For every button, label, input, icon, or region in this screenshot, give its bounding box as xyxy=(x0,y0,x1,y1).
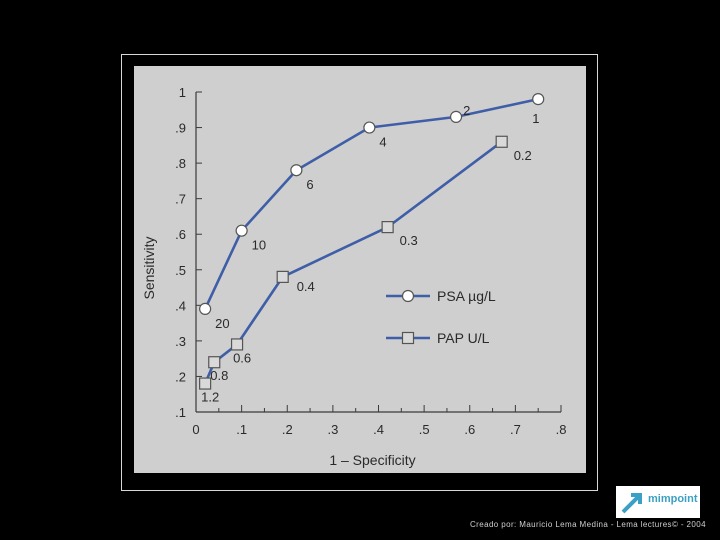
x-tick-label: .8 xyxy=(556,422,567,437)
y-tick-label: .4 xyxy=(175,298,186,313)
data-point-pap xyxy=(381,221,394,234)
y-tick-label: .5 xyxy=(175,263,186,278)
point-label: 10 xyxy=(252,238,266,253)
point-label: 0.8 xyxy=(210,368,228,383)
point-label: 6 xyxy=(306,177,313,192)
mimpoint-logo: mimpoint xyxy=(616,486,700,518)
point-label: 0.6 xyxy=(233,350,251,365)
point-label: 4 xyxy=(379,135,386,150)
x-tick-label: .2 xyxy=(282,422,293,437)
series-line-psa xyxy=(203,97,539,310)
y-tick-label: .2 xyxy=(175,369,186,384)
point-label: 2 xyxy=(463,103,470,118)
x-tick-label: 0 xyxy=(192,422,199,437)
x-axis-title: 1 – Specificity xyxy=(329,452,415,468)
point-label: 0.3 xyxy=(400,233,418,248)
legend-marker-pap xyxy=(401,331,415,345)
y-tick-label: .7 xyxy=(175,192,186,207)
data-point-pap xyxy=(199,377,212,390)
data-point-psa xyxy=(363,121,376,134)
logo-mark-icon xyxy=(620,489,646,515)
data-point-pap xyxy=(495,135,508,148)
x-tick-label: .3 xyxy=(327,422,338,437)
x-tick-label: .6 xyxy=(464,422,475,437)
legend-label: PSA µg/L xyxy=(437,288,496,304)
y-tick-label: .3 xyxy=(175,334,186,349)
point-label: 1.2 xyxy=(201,390,219,405)
series-line-pap xyxy=(203,140,503,385)
x-tick-label: .1 xyxy=(236,422,247,437)
y-tick-label: .8 xyxy=(175,156,186,171)
roc-chart: .1.2.3.4.5.6.7.8.910.1.2.3.4.5.6.7.81 – … xyxy=(141,85,567,468)
data-point-pap xyxy=(208,356,221,369)
point-label: 0.4 xyxy=(297,279,315,294)
x-tick-label: .7 xyxy=(510,422,521,437)
data-point-psa xyxy=(199,302,212,315)
y-axis-title: Sensitivity xyxy=(141,236,157,299)
data-point-psa xyxy=(532,93,545,106)
point-label: 1 xyxy=(532,111,539,126)
data-point-psa xyxy=(235,224,248,237)
logo-text: mimpoint xyxy=(648,493,698,505)
point-label: 0.2 xyxy=(514,148,532,163)
data-point-psa xyxy=(290,164,303,177)
x-tick-label: .5 xyxy=(419,422,430,437)
y-tick-label: .6 xyxy=(175,227,186,242)
data-point-psa xyxy=(449,110,463,123)
data-point-pap xyxy=(276,270,289,283)
x-tick-label: .4 xyxy=(373,422,384,437)
y-tick-label: 1 xyxy=(179,85,186,100)
y-tick-label: .9 xyxy=(175,121,186,136)
point-label: 20 xyxy=(215,316,229,331)
y-tick-label: .1 xyxy=(175,405,186,420)
legend-marker-psa xyxy=(401,289,415,303)
roc-figure: .1.2.3.4.5.6.7.8.9 1 0.1.2.3.4.5.6.7.8 1 – … xyxy=(134,66,586,473)
data-point-pap xyxy=(230,338,244,351)
legend-label: PAP U/L xyxy=(437,330,490,346)
credit-text: Creado por: Mauricio Lema Medina - Lema … xyxy=(470,520,706,529)
